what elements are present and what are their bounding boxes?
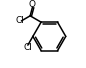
Text: Cl: Cl [23,44,32,52]
Text: Cl: Cl [15,16,24,25]
Text: O: O [29,0,36,9]
